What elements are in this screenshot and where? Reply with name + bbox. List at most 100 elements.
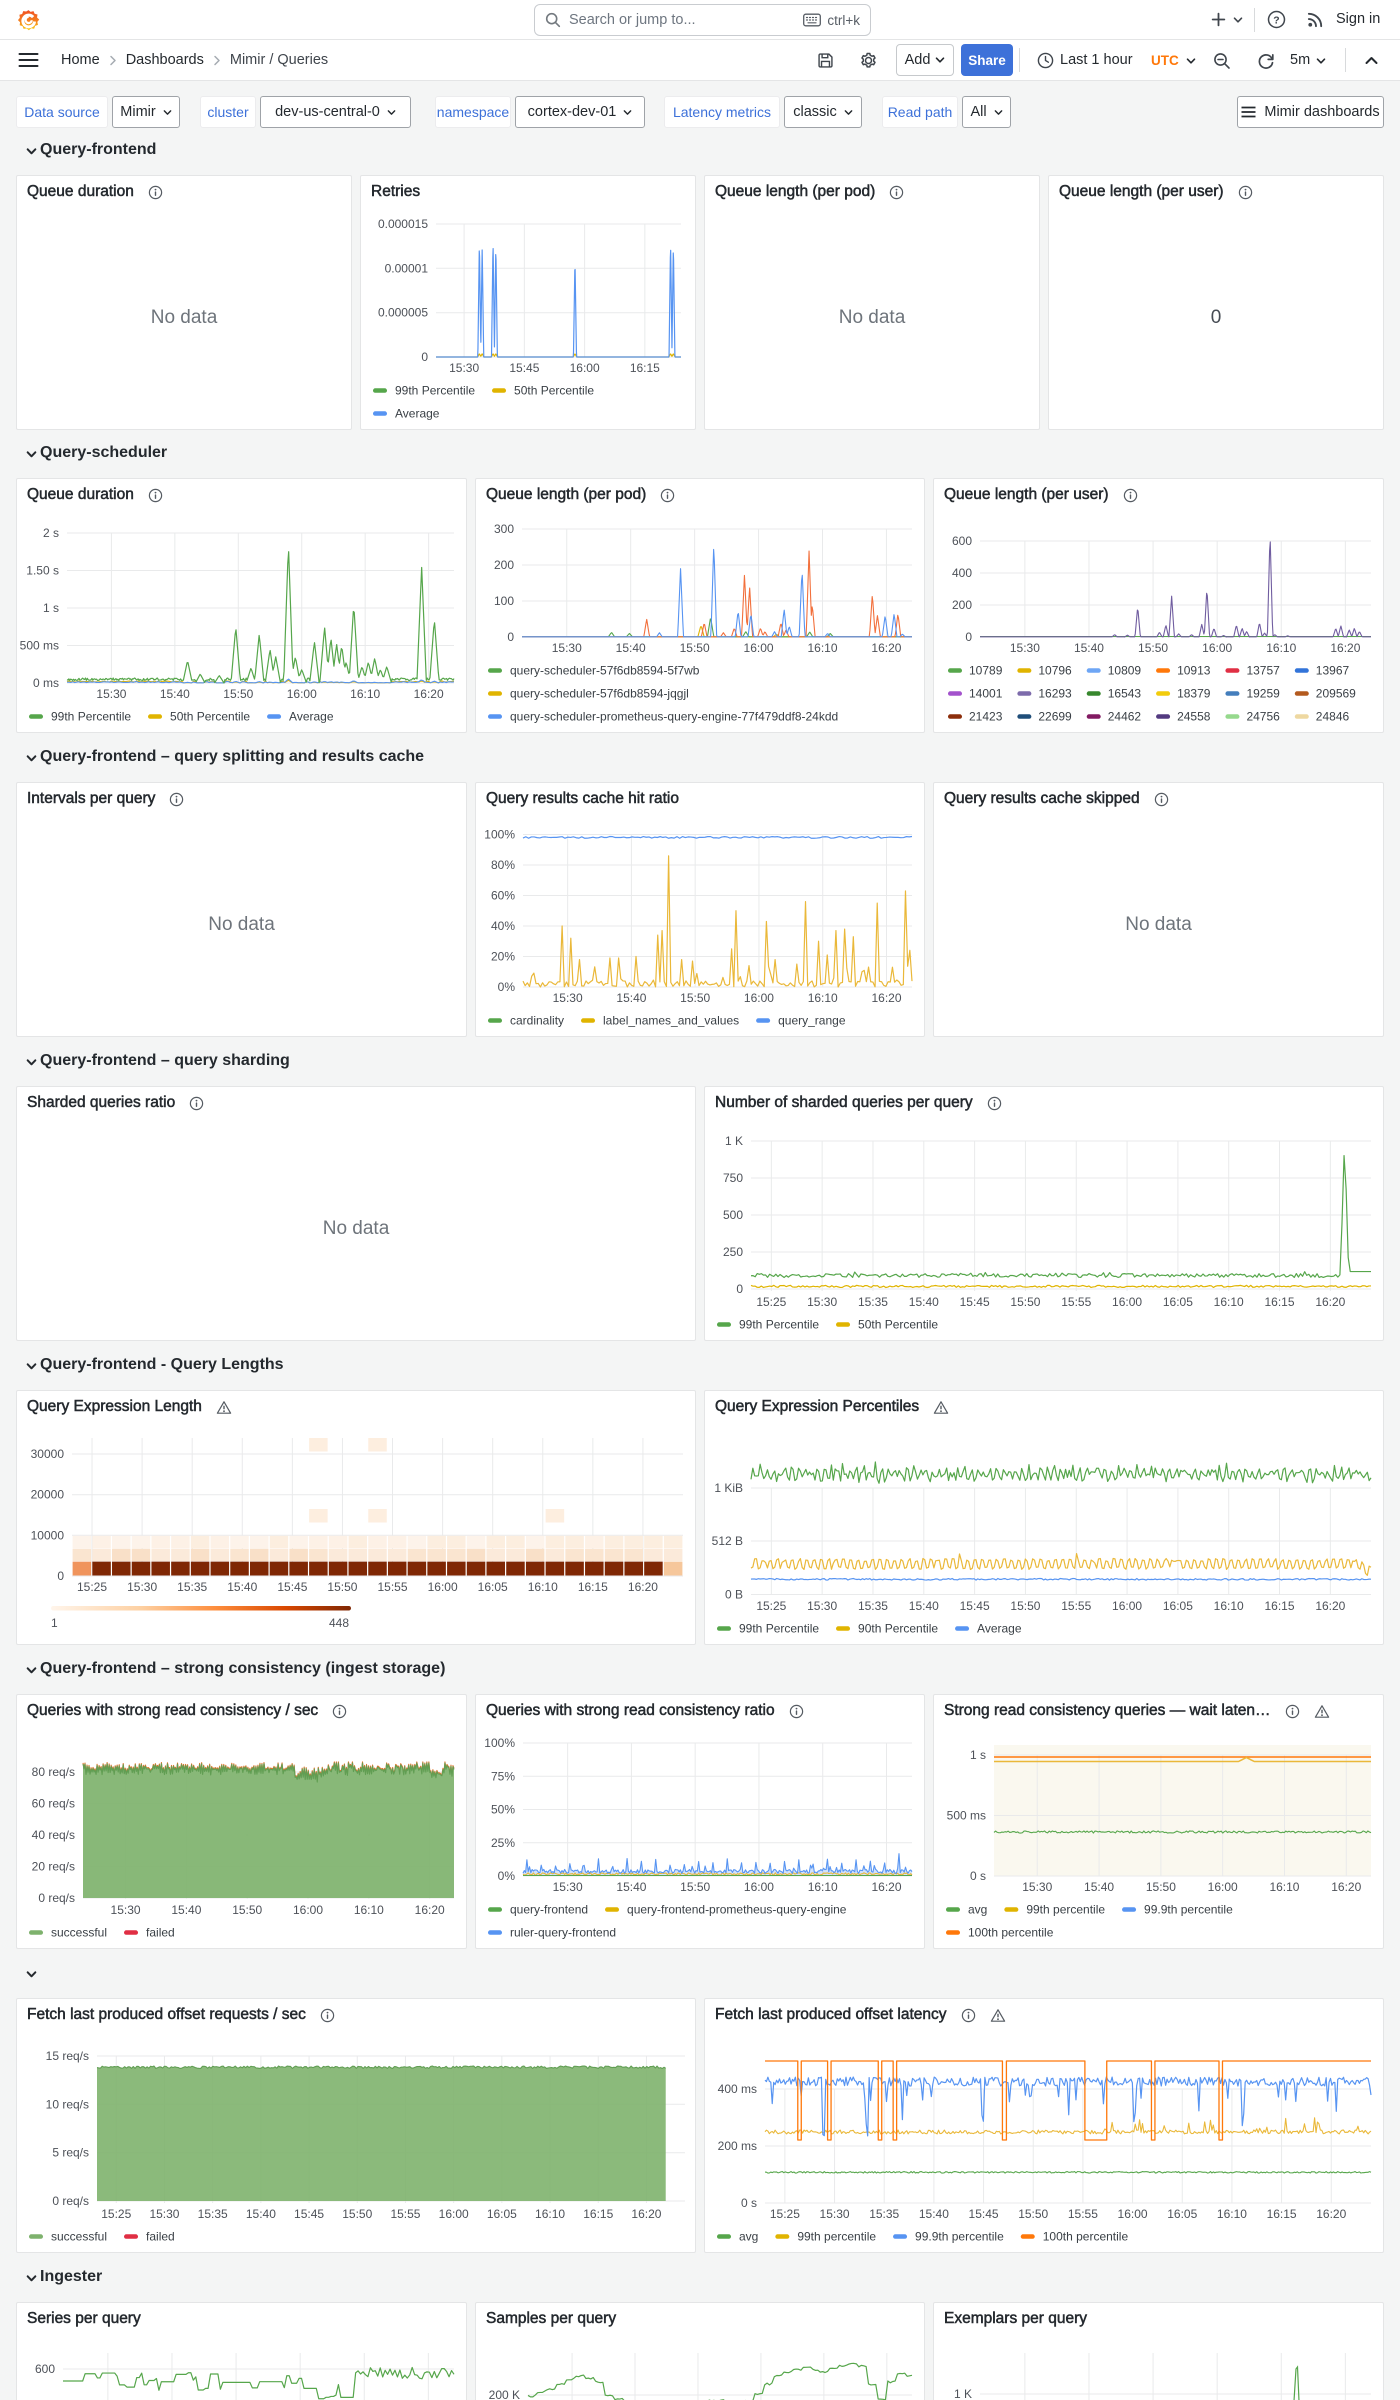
svg-text:16:05: 16:05 — [1167, 2207, 1197, 2221]
svg-text:10913: 10913 — [1177, 664, 1211, 678]
svg-text:100%: 100% — [484, 828, 515, 842]
svg-text:0.000005: 0.000005 — [378, 306, 428, 320]
svg-text:512 B: 512 B — [712, 1534, 743, 1548]
svg-text:16:20: 16:20 — [871, 991, 901, 1005]
svg-text:2 s: 2 s — [43, 526, 59, 540]
svg-text:15:55: 15:55 — [1068, 2207, 1098, 2221]
svg-text:cardinality: cardinality — [510, 1014, 564, 1028]
svg-text:0.00001: 0.00001 — [385, 261, 429, 275]
svg-text:50%: 50% — [491, 1803, 515, 1817]
svg-text:16:00: 16:00 — [293, 1903, 323, 1917]
svg-text:16:00: 16:00 — [744, 1880, 774, 1894]
svg-text:15:25: 15:25 — [77, 1580, 107, 1594]
svg-text:16:10: 16:10 — [1269, 1880, 1299, 1894]
svg-text:500: 500 — [723, 1208, 743, 1222]
svg-text:1 K: 1 K — [725, 1134, 743, 1148]
svg-text:15 req/s: 15 req/s — [46, 2049, 89, 2063]
svg-text:Average: Average — [395, 407, 440, 421]
svg-text:10796: 10796 — [1038, 664, 1072, 678]
svg-text:209569: 209569 — [1316, 687, 1356, 701]
svg-text:22699: 22699 — [1038, 710, 1072, 724]
svg-text:16:20: 16:20 — [415, 1903, 445, 1917]
svg-text:successful: successful — [51, 1926, 107, 1940]
svg-text:query_range: query_range — [778, 1014, 846, 1028]
svg-text:15:30: 15:30 — [807, 1599, 837, 1613]
svg-text:15:50: 15:50 — [1010, 1295, 1040, 1309]
svg-text:15:40: 15:40 — [616, 1880, 646, 1894]
svg-text:15:40: 15:40 — [1074, 641, 1104, 655]
svg-text:label_names_and_values: label_names_and_values — [603, 1014, 739, 1028]
svg-text:99th percentile: 99th percentile — [1026, 1903, 1105, 1917]
svg-text:24756: 24756 — [1246, 710, 1280, 724]
svg-text:20 req/s: 20 req/s — [32, 1860, 75, 1874]
svg-text:15:55: 15:55 — [1061, 1295, 1091, 1309]
svg-text:avg: avg — [968, 1903, 987, 1917]
svg-text:15:35: 15:35 — [858, 1295, 888, 1309]
svg-text:16:10: 16:10 — [1214, 1295, 1244, 1309]
svg-text:100%: 100% — [484, 1736, 515, 1750]
svg-text:10 req/s: 10 req/s — [46, 2097, 89, 2111]
svg-text:15:30: 15:30 — [127, 1580, 157, 1594]
svg-text:15:45: 15:45 — [960, 1599, 990, 1613]
svg-text:16:00: 16:00 — [428, 1580, 458, 1594]
svg-text:15:40: 15:40 — [171, 1903, 201, 1917]
svg-text:99th percentile: 99th percentile — [797, 2230, 876, 2244]
svg-text:15:30: 15:30 — [1022, 1880, 1052, 1894]
svg-text:24846: 24846 — [1316, 710, 1350, 724]
svg-text:0 req/s: 0 req/s — [52, 2194, 89, 2208]
svg-text:16:10: 16:10 — [808, 991, 838, 1005]
svg-text:600: 600 — [35, 2362, 55, 2376]
svg-text:16:00: 16:00 — [1112, 1295, 1142, 1309]
svg-text:0: 0 — [965, 630, 972, 644]
svg-text:40%: 40% — [491, 919, 515, 933]
svg-text:16:10: 16:10 — [1217, 2207, 1247, 2221]
svg-text:0%: 0% — [498, 1869, 516, 1883]
svg-text:24462: 24462 — [1108, 710, 1142, 724]
svg-text:16:10: 16:10 — [350, 687, 380, 701]
svg-text:50th Percentile: 50th Percentile — [170, 710, 250, 724]
svg-text:15:55: 15:55 — [1061, 1599, 1091, 1613]
svg-text:15:35: 15:35 — [198, 2207, 228, 2221]
svg-text:16:20: 16:20 — [1331, 1880, 1361, 1894]
svg-text:50th Percentile: 50th Percentile — [858, 1318, 938, 1332]
svg-text:16:15: 16:15 — [1265, 1295, 1295, 1309]
svg-text:15:45: 15:45 — [294, 2207, 324, 2221]
svg-text:14001: 14001 — [969, 687, 1003, 701]
svg-text:0: 0 — [736, 1282, 743, 1296]
svg-text:?: ? — [1273, 15, 1279, 26]
svg-text:13757: 13757 — [1246, 664, 1280, 678]
svg-text:200: 200 — [952, 598, 972, 612]
svg-text:query-frontend-prometheus-quer: query-frontend-prometheus-query-engine — [627, 1903, 847, 1917]
svg-text:15:30: 15:30 — [96, 687, 126, 701]
svg-text:16:15: 16:15 — [1267, 2207, 1297, 2221]
svg-text:99th Percentile: 99th Percentile — [395, 384, 475, 398]
svg-text:0%: 0% — [498, 980, 516, 994]
svg-text:13967: 13967 — [1316, 664, 1350, 678]
svg-text:15:50: 15:50 — [1146, 1880, 1176, 1894]
svg-text:99.9th percentile: 99.9th percentile — [1144, 1903, 1233, 1917]
svg-text:400 ms: 400 ms — [718, 2082, 757, 2096]
svg-text:15:30: 15:30 — [111, 1903, 141, 1917]
svg-text:16:05: 16:05 — [1163, 1599, 1193, 1613]
svg-text:16:10: 16:10 — [808, 1880, 838, 1894]
svg-text:16:15: 16:15 — [578, 1580, 608, 1594]
svg-text:15:30: 15:30 — [552, 641, 582, 655]
svg-text:15:50: 15:50 — [342, 2207, 372, 2221]
svg-text:10000: 10000 — [31, 1528, 65, 1542]
svg-text:16:10: 16:10 — [354, 1903, 384, 1917]
svg-text:16:20: 16:20 — [628, 1580, 658, 1594]
svg-text:200 K: 200 K — [489, 2388, 520, 2400]
svg-text:15:25: 15:25 — [756, 1599, 786, 1613]
svg-text:16:05: 16:05 — [1163, 1295, 1193, 1309]
svg-text:250: 250 — [723, 1245, 743, 1259]
svg-text:16:20: 16:20 — [414, 687, 444, 701]
svg-text:15:40: 15:40 — [246, 2207, 276, 2221]
svg-text:300: 300 — [494, 522, 514, 536]
svg-text:200 ms: 200 ms — [718, 2139, 757, 2153]
svg-text:16:20: 16:20 — [871, 1880, 901, 1894]
svg-text:successful: successful — [51, 2230, 107, 2244]
svg-text:16543: 16543 — [1108, 687, 1142, 701]
svg-text:24558: 24558 — [1177, 710, 1211, 724]
svg-text:Average: Average — [977, 1622, 1022, 1636]
svg-text:75%: 75% — [491, 1769, 515, 1783]
